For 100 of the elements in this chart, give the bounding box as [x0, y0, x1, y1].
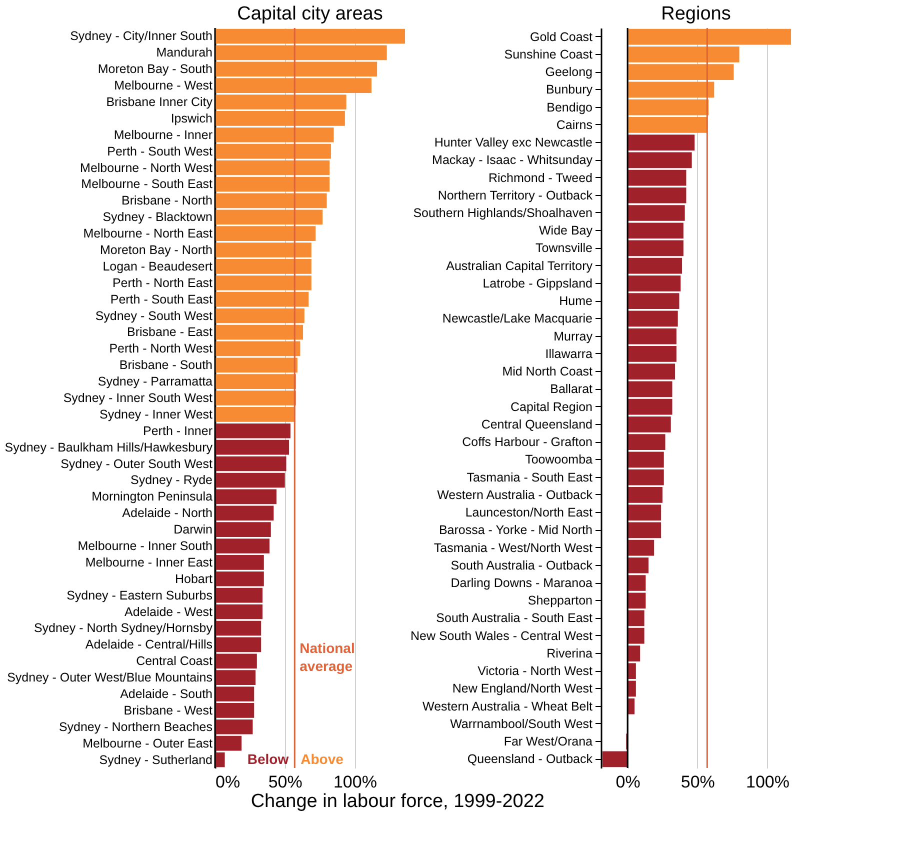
x-tick-label: 100%	[333, 772, 377, 792]
y-tick-label: Townsville	[536, 241, 593, 256]
y-tick-label: South Australia - Outback	[450, 558, 594, 572]
x-axis-title: Change in labour force, 1999-2022	[250, 791, 544, 812]
y-tick-label: Western Australia - Outback	[437, 488, 594, 502]
y-tick-label: Perth - Inner	[143, 424, 212, 438]
y-tick-label: Mid North Coast	[502, 364, 594, 379]
bar	[628, 540, 654, 556]
y-tick-label: Sydney - Ryde	[130, 473, 213, 488]
y-tick-label: Sydney - Inner South West	[63, 391, 214, 405]
x-tick-label: 0%	[616, 772, 640, 792]
y-tick-label: Central Queensland	[481, 417, 593, 432]
y-tick-label: Sydney - Eastern Suburbs	[66, 588, 212, 602]
y-tick-label: Capital Region	[510, 400, 593, 414]
y-tick-label: Sydney - Sutherland	[99, 752, 213, 767]
y-tick-label: Newcastle/Lake Macquarie	[442, 312, 593, 326]
ref-line-label: National average	[300, 640, 355, 674]
y-tick-label: Melbourne - Inner South	[78, 539, 213, 553]
y-tick-label: Melbourne - Outer East	[82, 736, 214, 750]
y-tick-label: Tasmania - South East	[466, 470, 594, 484]
y-tick-label: Queensland - Outback	[467, 752, 594, 766]
y-tick-label: Murray	[554, 329, 594, 344]
y-tick-label: Melbourne - West	[114, 78, 214, 93]
y-tick-label: New England/North West	[452, 682, 594, 696]
bar	[628, 116, 708, 133]
y-tick-label: Sydney - Parramatta	[98, 374, 213, 389]
bar	[628, 469, 664, 486]
x-tick-label: 50%	[680, 772, 715, 792]
y-tick-label: Ballarat	[550, 382, 594, 396]
y-tick-label: Brisbane - North	[121, 194, 213, 208]
x-tick-label: 50%	[268, 772, 302, 792]
y-tick-label: Adelaide - South	[120, 687, 213, 701]
y-tick-label: Shepparton	[528, 594, 593, 608]
y-tick-label: Hume	[559, 294, 593, 308]
y-tick-label: Warrnambool/South West	[450, 716, 594, 731]
y-tick-label: Sydney - Outer West/Blue Mountains	[7, 670, 212, 685]
x-tick-label: 0%	[216, 772, 240, 792]
y-tick-label: Mornington Peninsula	[92, 490, 213, 504]
y-tick-label: Wide Bay	[539, 224, 594, 238]
y-tick-label: Sunshine Coast	[504, 47, 594, 62]
y-tick-label: Bendigo	[546, 100, 593, 114]
y-tick-label: Richmond - Tweed	[488, 170, 593, 185]
y-tick-label: Sydney - Northern Beaches	[58, 720, 212, 734]
y-tick-label: Adelaide - West	[124, 604, 214, 619]
y-tick-label: Australian Capital Territory	[446, 258, 594, 273]
y-tick-label: Victoria - North West	[478, 664, 594, 678]
bar	[628, 398, 672, 415]
y-tick-label: Launceston/North East	[465, 506, 594, 520]
y-tick-label: Central Coast	[136, 654, 214, 668]
y-tick-label: Sydney - South West	[95, 308, 214, 323]
annotation: Above	[300, 750, 344, 767]
y-tick-label: Darwin	[174, 522, 213, 537]
y-tick-label: Bunbury	[546, 82, 594, 97]
y-tick-label: Southern Highlands/Shoalhaven	[413, 206, 593, 220]
bar	[628, 28, 791, 45]
y-tick-label: Ipswich	[170, 111, 213, 126]
bar	[628, 310, 678, 327]
y-tick-label: Toowoomba	[525, 452, 593, 467]
chart-title: Regions	[661, 3, 731, 24]
y-tick-label: Mackay - Isaac - Whitsunday	[432, 153, 594, 168]
y-tick-label: Perth - North East	[112, 276, 214, 290]
annotation: Below	[247, 750, 289, 767]
y-tick-label: Adelaide - Central/Hills	[85, 638, 212, 652]
y-tick-label: Illawarra	[545, 346, 593, 361]
y-tick-label: Latrobe - Gippsland	[482, 276, 593, 290]
bar	[628, 381, 672, 398]
y-tick-label: Geelong	[545, 65, 593, 80]
bar	[602, 751, 628, 768]
bar	[628, 240, 684, 256]
y-tick-label: Western Australia - Wheat Belt	[422, 699, 594, 714]
y-tick-label: Tasmania - West/North West	[434, 540, 594, 555]
y-tick-label: Sydney - Outer South West	[60, 456, 214, 471]
y-tick-label: New South Wales - Central West	[410, 628, 594, 643]
y-tick-label: Coffs Harbour - Grafton	[462, 435, 593, 450]
chart-title: Capital city areas	[237, 3, 383, 24]
y-tick-label: Perth - South East	[110, 292, 214, 306]
y-tick-label: Perth - North West	[109, 342, 214, 356]
y-tick-label: Hobart	[174, 572, 214, 586]
y-tick-label: Riverina	[546, 646, 593, 660]
y-tick-label: Melbourne - North East	[83, 226, 214, 241]
y-tick-label: Melbourne - South East	[81, 177, 214, 192]
y-tick-label: Northern Territory - Outback	[438, 188, 594, 202]
y-tick-label: Gold Coast	[530, 30, 594, 44]
y-tick-label: Melbourne - Inner East	[85, 555, 214, 570]
y-tick-label: Far West/Orana	[504, 734, 593, 749]
y-tick-label: Cairns	[556, 118, 592, 132]
y-tick-label: Brisbane - West	[124, 703, 214, 718]
y-tick-label: Melbourne - North West	[80, 160, 214, 175]
y-tick-label: Moreton Bay - North	[100, 243, 213, 257]
y-tick-label: Adelaide - North	[122, 506, 213, 520]
y-tick-label: Logan - Beaudesert	[102, 259, 214, 274]
y-tick-label: Brisbane - South	[119, 358, 213, 372]
y-tick-label: South Australia - South East	[436, 611, 594, 626]
y-tick-label: Sydney - City/Inner South	[70, 29, 213, 44]
bar	[628, 610, 644, 626]
y-tick-label: Brisbane - East	[127, 325, 214, 340]
y-tick-label: Sydney - Inner West	[99, 407, 214, 422]
y-tick-label: Sydney - North Sydney/Hornsby	[34, 621, 214, 636]
bar	[628, 99, 709, 116]
y-tick-label: Melbourne - Inner	[114, 128, 212, 142]
